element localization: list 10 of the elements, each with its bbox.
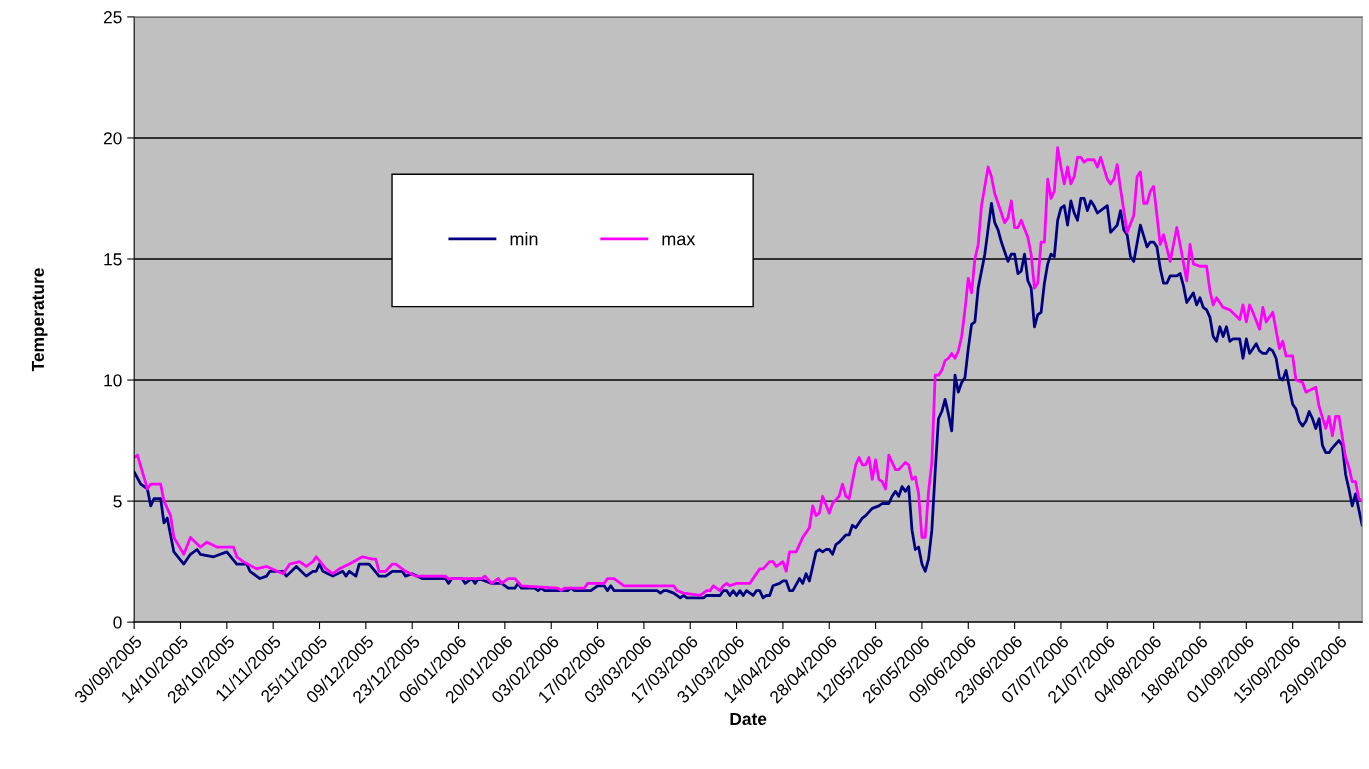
- y-tick-label: 15: [104, 253, 122, 266]
- y-tick-label: 10: [104, 374, 122, 387]
- y-tick-label: 25: [103, 11, 122, 24]
- y-tick-label: 0: [113, 616, 122, 629]
- y-tick-label: 20: [103, 132, 122, 145]
- legend-label: min: [510, 232, 538, 246]
- y-tick-label: 5: [113, 495, 122, 508]
- x-axis-title: Date: [730, 713, 767, 726]
- legend-label: max: [662, 235, 696, 246]
- y-axis-title: Temperature: [31, 268, 48, 372]
